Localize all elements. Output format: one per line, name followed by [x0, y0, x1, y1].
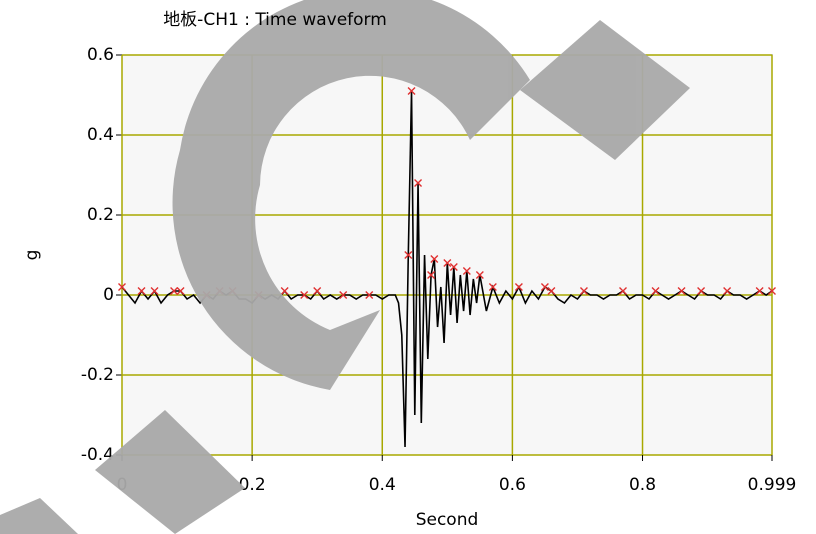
x-tick-label: 0.999: [748, 475, 797, 495]
peak-marker: [755, 287, 764, 295]
watermark-diamond: [95, 410, 245, 534]
peak-marker: [540, 283, 549, 291]
chart-title: 地板-CH1 : Time waveform: [163, 10, 387, 30]
watermark-diamond: [0, 498, 78, 534]
y-tick-label: 0.4: [87, 125, 114, 145]
peak-marker: [768, 287, 776, 295]
peak-marker: [137, 287, 146, 295]
x-tick-label: 0.4: [369, 475, 396, 495]
watermark: [0, 0, 690, 534]
peak-marker: [462, 267, 471, 275]
plot-layer: 0.60.40.20-0.2-0.400.20.40.60.80.999: [81, 45, 797, 495]
watermark-diamond: [520, 20, 690, 160]
y-tick-label: 0.2: [87, 205, 114, 225]
peak-marker: [488, 283, 497, 291]
y-tick-label: -0.2: [81, 365, 114, 385]
peak-marker: [430, 255, 439, 263]
peak-marker: [404, 251, 413, 259]
y-tick-label: -0.4: [81, 445, 114, 465]
peak-marker: [365, 291, 374, 299]
peak-marker: [443, 259, 452, 267]
peak-marker: [150, 287, 159, 295]
peak-marker: [514, 283, 523, 291]
y-tick-label: 0.6: [87, 45, 114, 65]
peak-marker: [176, 287, 185, 295]
peak-marker: [619, 287, 627, 295]
peak-marker: [170, 287, 179, 295]
watermark-arc: [172, 0, 530, 390]
peak-marker: [579, 287, 588, 295]
x-tick-label: 0.8: [629, 475, 656, 495]
peak-marker: [427, 271, 436, 279]
y-tick-label: 0: [103, 285, 114, 305]
peak-marker: [677, 287, 686, 295]
peak-marker: [449, 263, 458, 271]
x-tick-label: 0.2: [239, 475, 266, 495]
peak-marker: [723, 287, 732, 295]
peak-marker: [414, 179, 423, 187]
peak-marker: [547, 287, 556, 295]
peak-marker: [300, 291, 309, 299]
y-axis-label: g: [22, 250, 42, 261]
x-tick-label: 0.6: [499, 475, 526, 495]
peak-marker: [697, 287, 706, 295]
peak-marker: [339, 291, 348, 299]
peak-marker: [118, 283, 126, 291]
peak-marker: [313, 287, 322, 295]
peak-marker: [651, 287, 660, 295]
x-axis-label: Second: [416, 510, 479, 530]
peak-marker: [407, 87, 416, 95]
peak-marker: [280, 287, 289, 295]
peak-marker: [475, 271, 484, 279]
